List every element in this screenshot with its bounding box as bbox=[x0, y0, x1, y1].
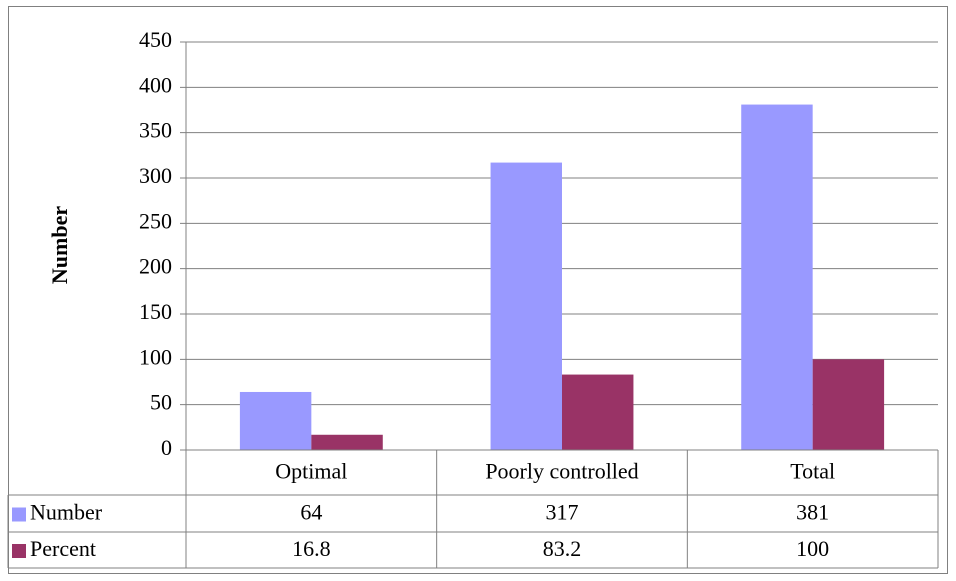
legend-key bbox=[12, 507, 26, 522]
bar bbox=[741, 104, 813, 450]
table-value: 64 bbox=[300, 500, 322, 525]
y-tick-label: 400 bbox=[139, 72, 172, 97]
y-tick-label: 300 bbox=[139, 163, 172, 188]
legend-key bbox=[12, 544, 26, 558]
x-tick-label: Total bbox=[790, 459, 835, 484]
y-tick-label: 0 bbox=[161, 435, 172, 460]
bar bbox=[311, 434, 383, 450]
table-value: 16.8 bbox=[292, 536, 331, 561]
legend-label: Number bbox=[30, 500, 103, 525]
bar bbox=[562, 374, 634, 450]
x-tick-label: Poorly controlled bbox=[485, 459, 638, 484]
legend-label: Percent bbox=[30, 536, 96, 561]
y-tick-label: 150 bbox=[139, 299, 172, 324]
y-tick-label: 350 bbox=[139, 118, 172, 143]
y-tick-label: 100 bbox=[139, 344, 172, 369]
bar bbox=[490, 162, 562, 450]
y-tick-label: 450 bbox=[139, 27, 172, 52]
table-value: 381 bbox=[796, 500, 829, 525]
bar bbox=[239, 391, 312, 450]
y-tick-label: 250 bbox=[139, 208, 172, 233]
bar bbox=[812, 359, 885, 450]
y-axis-title: Number bbox=[47, 206, 72, 284]
table-value: 100 bbox=[796, 536, 829, 561]
y-tick-label: 200 bbox=[139, 254, 172, 279]
table-value: 317 bbox=[546, 500, 579, 525]
x-tick-label: Optimal bbox=[275, 459, 347, 484]
table-value: 83.2 bbox=[543, 536, 582, 561]
y-tick-label: 50 bbox=[150, 390, 172, 415]
